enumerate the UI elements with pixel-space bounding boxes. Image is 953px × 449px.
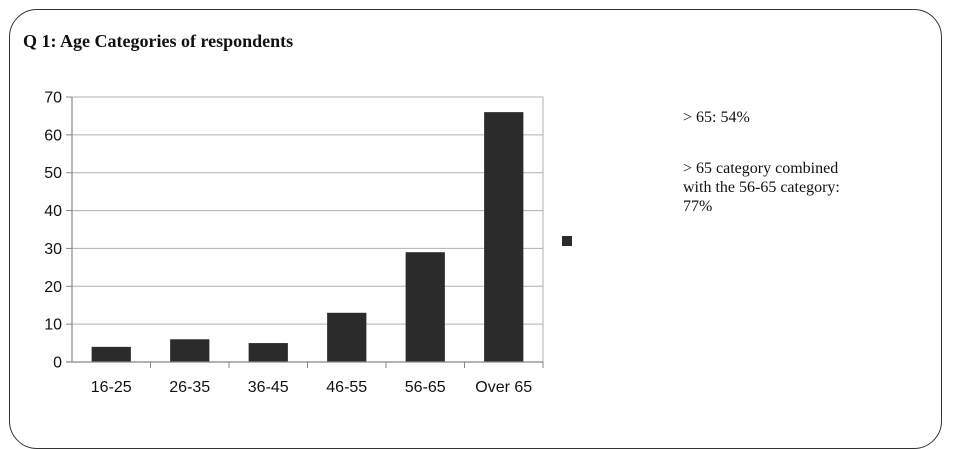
bar-chart: 0 10 20 30 40 50 60 70 16-25 26-35 36-45 46-55 56-6… xyxy=(44,90,544,396)
x-tick-label: 26-35 xyxy=(169,379,210,396)
bar-16-25 xyxy=(91,346,131,362)
y-tick-label: 20 xyxy=(44,279,62,296)
gridlines xyxy=(72,96,543,325)
x-tick-label: 56-65 xyxy=(405,379,446,396)
note-over-65: > 65: 54% xyxy=(683,109,750,126)
x-tick-label: 16-25 xyxy=(91,379,132,396)
note-combined: > 65 category combined with the 56-65 ca… xyxy=(683,159,933,216)
chart-title: Q 1: Age Categories of respondents xyxy=(23,31,294,51)
x-tick-label: Over 65 xyxy=(475,379,532,396)
x-tick-label: 36-45 xyxy=(248,379,289,396)
notes-panel: > 65: 54% > 65 category combined with th… xyxy=(683,108,933,216)
y-tick-label: 0 xyxy=(53,355,62,372)
plot-border xyxy=(71,96,544,363)
bar-56-65 xyxy=(405,252,445,362)
note-combined-line-1: > 65 category combined xyxy=(683,160,839,177)
y-tick-label: 30 xyxy=(44,241,62,258)
y-tick-label: 50 xyxy=(44,165,62,182)
note-combined-line-3: 77% xyxy=(683,198,713,215)
bars xyxy=(91,112,524,363)
bar-over-65 xyxy=(484,112,524,363)
y-tick-label: 10 xyxy=(44,317,62,334)
y-tick-labels: 0 10 20 30 40 50 60 70 xyxy=(44,90,62,372)
note-combined-line-2: with the 56-65 category: xyxy=(683,179,840,196)
x-tick-labels: 16-25 26-35 36-45 46-55 56-65 Over 65 xyxy=(91,379,533,396)
x-tick-label: 46-55 xyxy=(326,379,367,396)
bar-46-55 xyxy=(327,312,367,362)
legend-marker xyxy=(562,236,572,246)
y-tick-label: 60 xyxy=(44,127,62,144)
y-tick-label: 40 xyxy=(44,203,62,220)
axes xyxy=(66,96,544,368)
bar-26-35 xyxy=(170,339,210,362)
bar-36-45 xyxy=(248,343,288,362)
y-tick-label: 70 xyxy=(44,90,62,107)
